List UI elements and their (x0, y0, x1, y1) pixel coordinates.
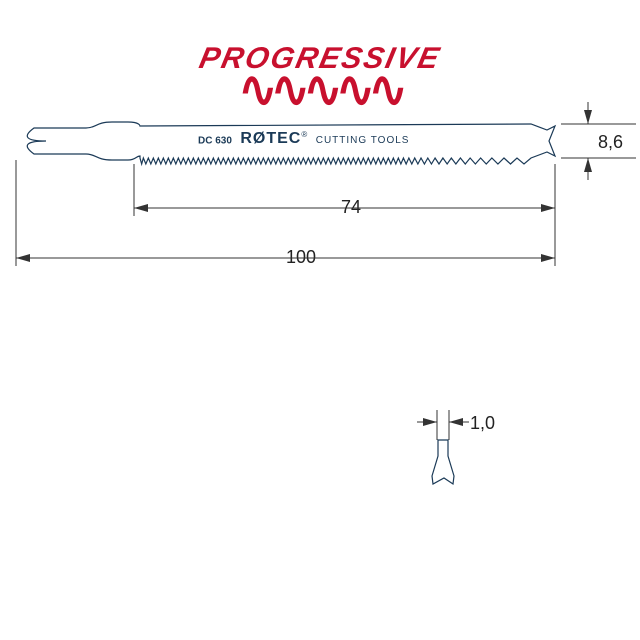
blade-outline (27, 122, 555, 164)
linework-svg (0, 0, 640, 640)
diagram-stage: { "title": { "text": "PROGRESSIVE", "col… (0, 0, 640, 640)
tooth-cross-section (432, 440, 454, 484)
